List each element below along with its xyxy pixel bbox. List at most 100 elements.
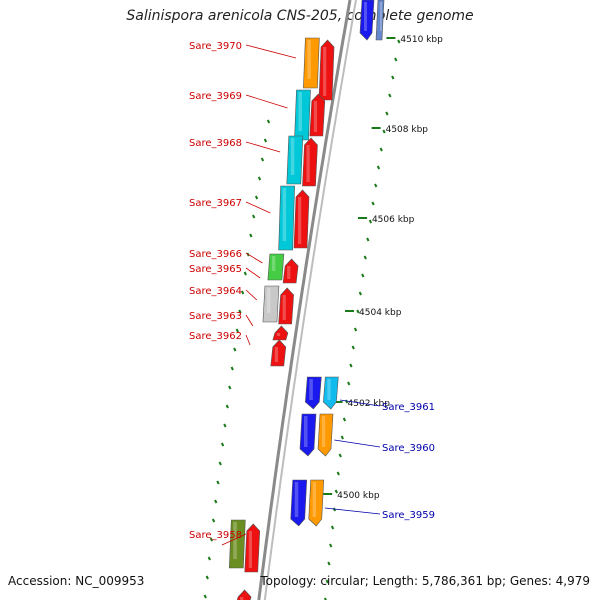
topology-label: Topology: circular; Length: 5,786,361 bp… [260, 574, 590, 588]
forward-strand-gene [303, 37, 320, 89]
reverse-strand-gene-shape [308, 479, 325, 527]
scale-dot [216, 480, 220, 485]
scale-dot [340, 435, 344, 440]
reverse-strand-gene [290, 479, 308, 527]
scale-dot [257, 176, 262, 181]
reverse-strand-gene [323, 376, 339, 410]
reverse-strand-gene-highlight [312, 482, 316, 517]
forward-strand-gene-highlight [266, 288, 271, 313]
scale-dot [385, 111, 389, 116]
scale-dot [344, 399, 349, 404]
scale-dot [382, 129, 386, 134]
gene-label-left: Sare_3968 [189, 138, 242, 149]
kbp-tick-label: 4510 kbp [400, 35, 443, 45]
scale-dot [334, 489, 338, 494]
reverse-strand-gene [318, 39, 335, 101]
scale-dot [358, 291, 362, 296]
reverse-strand-gene-shape [309, 93, 326, 137]
gene-label-left: Sare_3967 [189, 198, 242, 209]
gene-label-right: Sare_3961 [382, 402, 435, 413]
kbp-tick-label: 4500 kbp [337, 491, 380, 501]
scale-dot [388, 93, 392, 98]
forward-strand-gene-highlight [271, 256, 276, 271]
reverse-strand-gene-highlight [313, 101, 318, 132]
reverse-strand-gene-shape [282, 258, 299, 284]
scale-dot [254, 195, 259, 200]
scale-dot [397, 39, 401, 44]
scale-dot [325, 579, 329, 584]
kbp-tick-label: 4506 kbp [372, 215, 415, 225]
forward-strand-gene-shape [267, 253, 285, 281]
scale-dot [235, 328, 239, 333]
gene-leader-line [221, 533, 247, 546]
gene-leader-line [245, 334, 251, 346]
scale-dot [366, 237, 370, 242]
reverse-strand-gene-highlight [364, 2, 367, 31]
forward-strand-gene-shape [303, 37, 320, 89]
scale-dot [379, 147, 383, 152]
reverse-strand-gene-highlight [309, 379, 313, 400]
reverse-strand-gene-shape [278, 287, 294, 325]
reverse-strand-gene [293, 189, 310, 249]
forward-strand-gene-highlight [298, 92, 302, 131]
reverse-strand-gene-highlight [327, 379, 331, 400]
gene-label-left: Sare_3966 [189, 249, 242, 260]
scale-dot [203, 594, 207, 599]
scale-dot [207, 556, 211, 561]
reverse-strand-gene [299, 413, 317, 457]
reverse-strand-gene-shape [359, 0, 375, 41]
scale-dot [260, 157, 265, 162]
scale-dot [361, 273, 365, 278]
forward-strand-gene-highlight [290, 138, 295, 175]
scale-dot [351, 345, 355, 350]
scale-dot [327, 561, 331, 566]
scale-dot [211, 518, 216, 523]
reverse-strand-gene [282, 258, 299, 284]
gene-label-left: Sare_3962 [189, 331, 242, 342]
scale-dot [263, 138, 268, 143]
gene-leader-line [245, 201, 271, 214]
reverse-strand-gene-shape [244, 523, 261, 573]
scale-dot [349, 363, 353, 368]
scale-dot [238, 309, 242, 314]
scale-dot [218, 461, 222, 466]
scale-dot [240, 290, 245, 295]
backbone-line-outer [263, 0, 357, 600]
forward-strand-gene-shape [278, 185, 295, 251]
accession-label: Accession: NC_009953 [8, 574, 145, 588]
reverse-strand-gene-highlight [303, 416, 308, 447]
reverse-strand-gene [236, 589, 252, 600]
forward-strand-gene [286, 135, 304, 185]
reverse-strand-gene-highlight [321, 416, 326, 447]
forward-strand-gene [228, 519, 246, 569]
forward-strand-gene-highlight [233, 522, 237, 559]
backbone-line-inner [257, 0, 352, 600]
gene-leader-line [245, 252, 263, 264]
scale-dot [368, 219, 373, 224]
reverse-strand-gene-highlight [287, 266, 291, 279]
reverse-strand-gene [270, 339, 287, 367]
forward-strand-gene-shape [228, 519, 246, 569]
reverse-strand-gene-shape [318, 39, 335, 101]
scale-dot [342, 417, 347, 422]
reverse-strand-gene-shape [302, 137, 318, 187]
gene-leader-line [245, 94, 288, 109]
scale-dot [233, 347, 237, 352]
reverse-strand-gene [317, 413, 334, 457]
gene-label-left: Sare_3965 [189, 264, 242, 275]
scale-dot [266, 119, 271, 124]
scale-dot [391, 75, 395, 80]
gene-label-left: Sare_3964 [189, 286, 242, 297]
gene-leader-line [245, 44, 297, 59]
forward-strand-gene [267, 253, 285, 281]
forward-strand-gene [262, 285, 280, 323]
reverse-strand-gene [309, 93, 326, 137]
scale-dot [332, 507, 337, 512]
scale-dot [363, 255, 367, 260]
scale-dot [225, 404, 229, 409]
forward-strand-gene-highlight [307, 40, 311, 79]
gene-label-left: Sare_3963 [189, 311, 242, 322]
scale-dot [249, 233, 253, 238]
forward-strand-gene-shape [294, 89, 311, 141]
